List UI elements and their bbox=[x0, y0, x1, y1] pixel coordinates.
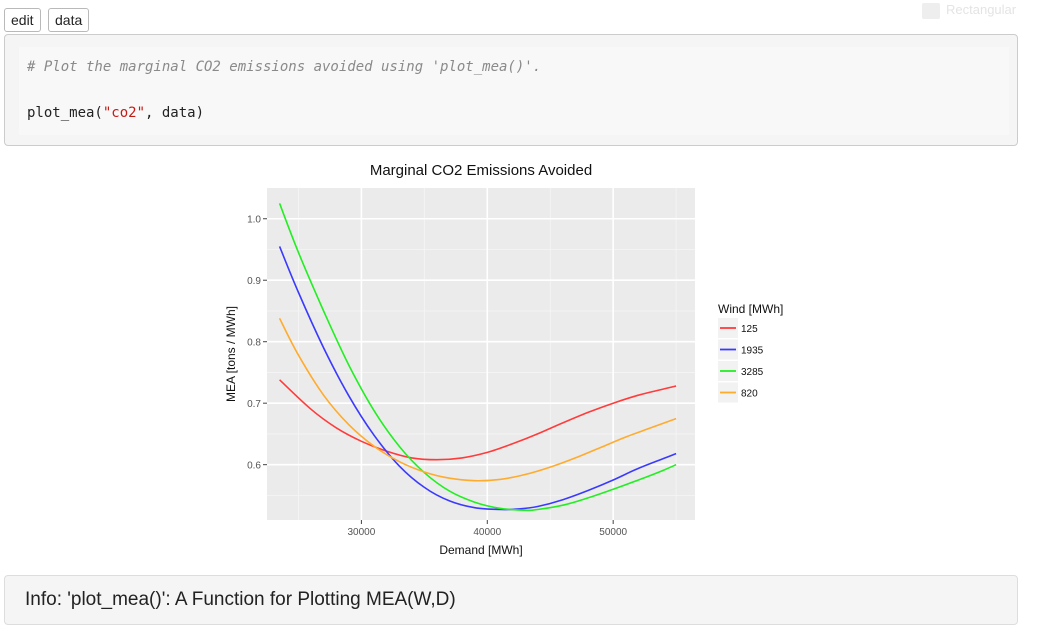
series-lines bbox=[278, 203, 677, 512]
y-tick-label: 0.8 bbox=[247, 338, 261, 349]
square-icon bbox=[922, 2, 940, 19]
code-area: # Plot the marginal CO2 emissions avoide… bbox=[19, 47, 1009, 135]
code-block: # Plot the marginal CO2 emissions avoide… bbox=[4, 34, 1018, 146]
legend-label-820: 820 bbox=[741, 389, 758, 400]
watermark: Rectangular bbox=[922, 0, 1037, 20]
y-tick-label: 0.6 bbox=[247, 461, 261, 472]
x-axis-label: Demand [MWh] bbox=[439, 543, 522, 557]
mea-chart: Marginal CO2 Emissions Avoided 0.6 0.7 0.8… bbox=[224, 162, 783, 557]
info-text: Info: 'plot_mea()': A Function for Plott… bbox=[25, 589, 456, 610]
gridlines bbox=[267, 188, 695, 520]
code-call-string: "co2" bbox=[102, 105, 146, 121]
x-tick-label: 40000 bbox=[473, 527, 501, 538]
code-call: plot_mea("co2", data) bbox=[27, 105, 204, 121]
series-line-1935 bbox=[278, 246, 677, 511]
x-tick-label: 30000 bbox=[348, 527, 376, 538]
series-line-125 bbox=[279, 379, 677, 461]
chart-title: Marginal CO2 Emissions Avoided bbox=[370, 162, 592, 179]
plot-panel bbox=[267, 188, 695, 520]
series-line-3285 bbox=[278, 203, 677, 512]
legend-label-1935: 1935 bbox=[741, 346, 764, 357]
info-box: Info: 'plot_mea()': A Function for Plott… bbox=[4, 575, 1018, 625]
code-call-rest: , data) bbox=[145, 105, 205, 121]
x-tick-label: 50000 bbox=[599, 527, 627, 538]
y-ticks: 0.6 0.7 0.8 0.9 1.0 bbox=[247, 215, 267, 472]
series-line-820 bbox=[278, 317, 677, 482]
code-call-fn: plot_mea( bbox=[27, 105, 103, 121]
legend-label-3285: 3285 bbox=[741, 367, 764, 378]
watermark-text: Rectangular bbox=[946, 2, 1017, 17]
data-button[interactable]: data bbox=[48, 8, 90, 32]
legend: Wind [MWh] 125 1935 3285 820 bbox=[718, 302, 783, 403]
legend-title: Wind [MWh] bbox=[718, 302, 783, 316]
y-axis-label: MEA [tons / MWh] bbox=[224, 306, 238, 402]
y-tick-label: 0.7 bbox=[247, 399, 261, 410]
y-tick-label: 0.9 bbox=[247, 276, 261, 287]
x-ticks: 30000 40000 50000 bbox=[348, 520, 628, 538]
code-comment: # Plot the marginal CO2 emissions avoide… bbox=[27, 59, 542, 75]
edit-button[interactable]: edit bbox=[4, 8, 41, 32]
y-tick-label: 1.0 bbox=[247, 215, 261, 226]
legend-label-125: 125 bbox=[741, 324, 758, 335]
